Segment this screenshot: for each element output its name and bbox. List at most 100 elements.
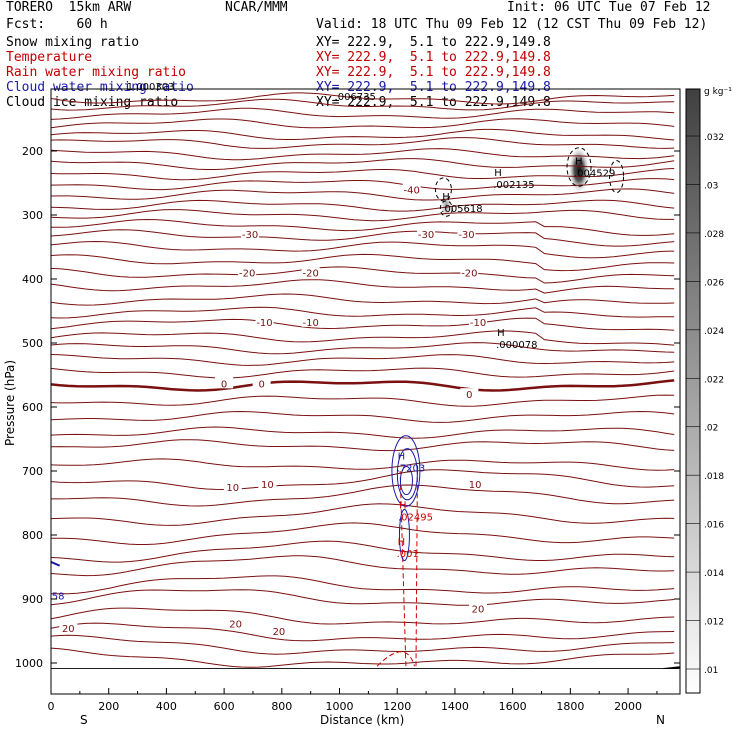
x-tick-label: 1600 (499, 700, 527, 713)
isotherm (51, 354, 675, 366)
x-tick-label: 1800 (556, 700, 584, 713)
x-axis-label: Distance (km) (320, 713, 404, 727)
isotherm-label-bg (469, 315, 488, 327)
isotherm-label-bg (301, 315, 320, 327)
x-tick-label: 800 (271, 700, 292, 713)
surface-line (51, 666, 680, 669)
colorbar-tick-label: .032 (704, 133, 724, 143)
colorbar-tick-label: .01 (704, 666, 718, 676)
legend-temp-xy: XY= 222.9, 5.1 to 222.9,149.8 (316, 50, 551, 65)
isotherm-label: -20 (303, 269, 319, 280)
isotherm (51, 522, 675, 545)
isotherm (51, 540, 675, 563)
isotherm-label: -10 (256, 318, 272, 329)
legend-rain-xy: XY= 222.9, 5.1 to 222.9,149.8 (316, 65, 551, 80)
colorbar-tick-label: .022 (704, 375, 724, 385)
colorbar: .032 .03 .028 .026 .024 .022 .02 .018 .016 .014 .0… (685, 88, 724, 694)
isotherm-label: 10 (469, 480, 482, 491)
isotherm (51, 128, 675, 141)
isotherm (51, 575, 675, 595)
isotherm (51, 458, 675, 471)
isotherm (51, 188, 675, 201)
isotherm-label: 10 (226, 483, 239, 494)
isotherm-label: -10 (470, 318, 486, 329)
isotherm (51, 240, 675, 259)
max-value-label: .7203 (397, 463, 426, 474)
init-label: Init: 06 UTC Tue 07 Feb 12 (507, 0, 711, 15)
max-marker: H (398, 451, 406, 462)
legend-cloudwater-name: Cloud water mixing ratio (6, 80, 194, 95)
colorbar-tick-label: .016 (704, 521, 724, 531)
x-tick-label: 1000 (326, 700, 354, 713)
model-label: TORERO 15km ARW (6, 0, 132, 15)
isotherm (51, 306, 675, 319)
y-tick-label: 800 (22, 529, 43, 542)
y-tick-label: 300 (22, 209, 43, 222)
legend-cloudwater-xy: XY= 222.9, 5.1 to 222.9,149.8 (316, 80, 551, 95)
isotherm (51, 118, 675, 129)
isotherm-label: -30 (458, 230, 474, 241)
isotherm (51, 158, 675, 170)
isotherm (51, 178, 675, 191)
isotherm-label-bg (238, 266, 257, 278)
fcst-label: Fcst: 60 h (6, 17, 108, 32)
isotherm-label-bg (215, 377, 234, 389)
isotherm-label-bg (226, 617, 245, 629)
isotherm-label-bg (402, 183, 421, 195)
max-value-label: .001 (397, 549, 419, 560)
snow-shading (568, 146, 591, 195)
isotherm-label-bg (241, 228, 260, 240)
isotherm-label-bg (255, 315, 274, 327)
isotherm-label-bg (59, 621, 78, 633)
max-value-label: .002135 (493, 180, 534, 191)
colorbar-tick-label: .018 (704, 472, 724, 482)
isotherm (51, 589, 675, 606)
isotherm (51, 148, 675, 161)
max-marker: H (399, 501, 407, 512)
max-value-label: .000078 (496, 340, 537, 351)
max-marker: H (575, 156, 583, 167)
max-value-label: 1.000303 (127, 82, 175, 93)
x-end-right: N (656, 713, 665, 727)
y-tick-label: 1000 (15, 657, 43, 670)
legend-rain-name: Rain water mixing ratio (6, 65, 187, 80)
isotherm-label-bg (301, 266, 320, 278)
isotherm (51, 229, 675, 247)
isotherm (51, 439, 675, 452)
isotherm-label: -10 (303, 318, 319, 329)
colorbar-tick-label: .014 (704, 569, 724, 579)
isotherm-label: 0 (466, 390, 472, 401)
isotherm-label: 20 (273, 627, 286, 638)
isotherm (51, 137, 675, 149)
isotherm (51, 367, 675, 379)
isotherm-label: -40 (403, 185, 419, 196)
isotherm-label-bg (469, 602, 488, 614)
isotherm (51, 484, 675, 507)
isotherm (51, 317, 675, 331)
isotherm-label: 0 (221, 379, 227, 390)
cloud-water-contour (51, 560, 61, 567)
isotherm (51, 607, 675, 625)
isotherm-label: -20 (461, 269, 477, 280)
isotherm (51, 410, 675, 423)
isotherm (51, 218, 675, 236)
colorbar-tick-label: .028 (704, 230, 724, 240)
isotherm (51, 168, 675, 181)
legend-temp-name: Temperature (6, 50, 93, 65)
rain-contour (376, 651, 416, 667)
isotherm (51, 469, 675, 491)
isotherm-label-bg (223, 481, 242, 492)
y-axis-label: Pressure (hPa) (3, 360, 17, 446)
legend-snow-name: Snow mixing ratio (6, 35, 140, 50)
isotherm (51, 266, 675, 284)
max-value-label: .005618 (441, 204, 482, 215)
y-tick-label: 400 (22, 273, 43, 286)
cloud-water-contour (399, 466, 413, 496)
isotherm (51, 209, 675, 222)
colorbar-tick-label: .03 (704, 181, 718, 191)
isotherm (51, 634, 675, 655)
isotherm (51, 199, 675, 212)
colorbar-tick-label: .026 (704, 278, 724, 288)
isotherm (51, 503, 675, 526)
isotherm-label-bg (466, 477, 485, 489)
